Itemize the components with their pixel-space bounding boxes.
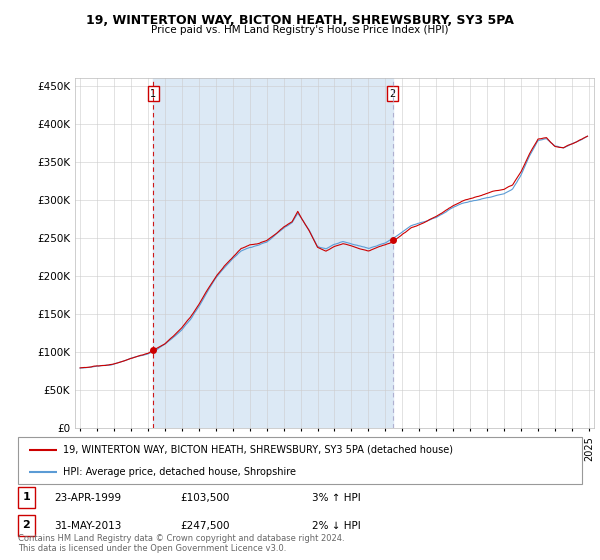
Text: 1: 1 (150, 89, 156, 99)
Bar (153, 78, 392, 428)
Text: 23-APR-1999: 23-APR-1999 (54, 493, 121, 503)
Text: £247,500: £247,500 (180, 521, 229, 531)
Text: £103,500: £103,500 (180, 493, 229, 503)
Text: 19, WINTERTON WAY, BICTON HEATH, SHREWSBURY, SY3 5PA (detached house): 19, WINTERTON WAY, BICTON HEATH, SHREWSB… (63, 445, 453, 455)
FancyBboxPatch shape (18, 437, 582, 484)
Text: 2% ↓ HPI: 2% ↓ HPI (312, 521, 361, 531)
Text: HPI: Average price, detached house, Shropshire: HPI: Average price, detached house, Shro… (63, 466, 296, 477)
Text: 2: 2 (23, 520, 30, 530)
Text: 1: 1 (23, 492, 30, 502)
Text: 3% ↑ HPI: 3% ↑ HPI (312, 493, 361, 503)
Text: 31-MAY-2013: 31-MAY-2013 (54, 521, 121, 531)
Text: Contains HM Land Registry data © Crown copyright and database right 2024.
This d: Contains HM Land Registry data © Crown c… (18, 534, 344, 553)
Text: 2: 2 (389, 89, 395, 99)
Text: Price paid vs. HM Land Registry's House Price Index (HPI): Price paid vs. HM Land Registry's House … (151, 25, 449, 35)
Text: 19, WINTERTON WAY, BICTON HEATH, SHREWSBURY, SY3 5PA: 19, WINTERTON WAY, BICTON HEATH, SHREWSB… (86, 14, 514, 27)
